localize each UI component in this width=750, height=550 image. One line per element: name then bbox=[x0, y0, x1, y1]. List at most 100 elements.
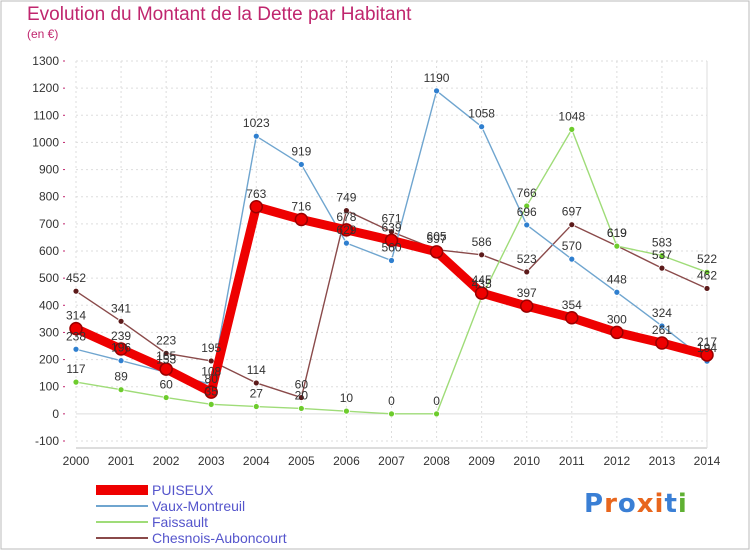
data-point bbox=[523, 221, 531, 229]
data-label: 397 bbox=[517, 286, 537, 300]
data-point bbox=[72, 287, 80, 295]
data-point bbox=[658, 322, 666, 330]
x-tick-label: 2004 bbox=[243, 454, 270, 468]
data-point bbox=[72, 345, 80, 353]
logo-letter: t bbox=[664, 489, 678, 519]
legend-item: Chesnois-Auboncourt bbox=[96, 530, 287, 546]
y-tick-label: 1200 bbox=[32, 81, 59, 95]
data-point bbox=[339, 223, 354, 237]
legend-item: PUISEUX bbox=[96, 482, 287, 498]
data-label: 671 bbox=[381, 212, 401, 226]
data-label: 223 bbox=[156, 333, 176, 347]
y-tick-label: 400 bbox=[39, 298, 59, 312]
data-label: 196 bbox=[111, 341, 131, 355]
y-tick-label: 0 bbox=[52, 407, 59, 421]
x-tick-label: 2006 bbox=[333, 454, 360, 468]
data-label: 597 bbox=[427, 232, 447, 246]
data-label: 0 bbox=[433, 394, 440, 408]
legend-label: Faissault bbox=[152, 514, 209, 530]
chart-unit-label: (en €) bbox=[27, 27, 59, 41]
data-label: 523 bbox=[517, 252, 537, 266]
data-label: 1023 bbox=[243, 116, 270, 130]
x-tick-label: 2013 bbox=[649, 454, 676, 468]
data-point bbox=[117, 357, 125, 365]
data-point bbox=[294, 212, 309, 227]
y-tick-label: 700 bbox=[39, 217, 59, 231]
data-point bbox=[388, 257, 395, 264]
y-tick-label: 300 bbox=[39, 325, 59, 339]
data-label: 238 bbox=[66, 329, 86, 343]
data-point bbox=[343, 407, 350, 415]
data-point bbox=[343, 239, 350, 247]
data-label: 114 bbox=[247, 363, 266, 377]
logo-letter: o bbox=[617, 489, 637, 519]
y-tick-label: -100 bbox=[35, 434, 59, 448]
data-label: 89 bbox=[114, 370, 128, 384]
y-tick-label: 500 bbox=[39, 271, 59, 285]
data-label: 60 bbox=[159, 378, 173, 392]
data-label: 324 bbox=[652, 306, 672, 320]
data-label: 239 bbox=[111, 329, 131, 343]
legend-item: Vaux-Montreuil bbox=[96, 498, 287, 514]
data-label: 522 bbox=[697, 252, 717, 266]
data-point bbox=[297, 394, 305, 401]
data-label: 0 bbox=[388, 394, 395, 408]
y-tick-label: 1000 bbox=[32, 135, 59, 149]
data-label: 117 bbox=[66, 362, 85, 376]
data-label: 1058 bbox=[468, 107, 495, 121]
data-point bbox=[117, 317, 125, 325]
x-tick-label: 2010 bbox=[513, 454, 540, 468]
x-tick-label: 2011 bbox=[559, 454, 585, 468]
data-label: 195 bbox=[201, 341, 221, 355]
data-label: 10 bbox=[340, 391, 354, 405]
data-label: 20 bbox=[295, 388, 309, 402]
data-point bbox=[703, 285, 711, 292]
data-point bbox=[252, 403, 260, 410]
logo-letter: x bbox=[636, 489, 655, 519]
y-tick-label: 600 bbox=[39, 244, 59, 258]
data-point bbox=[523, 268, 531, 276]
x-tick-label: 2009 bbox=[468, 454, 495, 468]
data-label: 452 bbox=[66, 271, 86, 285]
data-point bbox=[297, 405, 305, 412]
data-label: 35 bbox=[205, 384, 219, 398]
legend-swatch bbox=[96, 521, 148, 523]
proxiti-logo: Proxiti bbox=[584, 489, 688, 519]
data-label: 537 bbox=[652, 248, 672, 262]
x-tick-label: 2003 bbox=[198, 454, 225, 468]
data-point bbox=[429, 245, 444, 259]
data-label: 341 bbox=[111, 301, 131, 315]
y-tick-label: 200 bbox=[39, 353, 59, 367]
data-point bbox=[658, 252, 666, 260]
logo-letter: r bbox=[604, 489, 618, 519]
data-label: 605 bbox=[427, 230, 447, 244]
data-label: 217 bbox=[697, 335, 717, 349]
logo-letter: i bbox=[654, 489, 665, 519]
data-point bbox=[343, 207, 350, 214]
legend-item: Faissault bbox=[96, 514, 287, 530]
x-tick-label: 2000 bbox=[63, 454, 90, 468]
data-point bbox=[252, 132, 260, 140]
data-point bbox=[568, 255, 576, 263]
data-point bbox=[204, 385, 218, 399]
data-label: 639 bbox=[381, 220, 401, 234]
x-tick-label: 2001 bbox=[108, 454, 135, 468]
data-point bbox=[433, 87, 440, 95]
data-point bbox=[207, 400, 215, 408]
y-tick-label: 800 bbox=[39, 190, 59, 204]
data-label: 763 bbox=[246, 187, 266, 201]
data-point bbox=[478, 251, 486, 259]
data-label: 619 bbox=[607, 226, 627, 240]
data-label: 261 bbox=[652, 323, 672, 337]
data-label: 619 bbox=[607, 226, 627, 240]
data-label: 570 bbox=[562, 239, 582, 253]
data-point bbox=[700, 348, 714, 362]
data-label: 448 bbox=[607, 272, 627, 286]
y-tick-label: 900 bbox=[39, 163, 59, 177]
logo-letter: P bbox=[584, 489, 605, 519]
data-point bbox=[162, 394, 170, 401]
data-label: 108 bbox=[201, 365, 221, 379]
data-point bbox=[613, 242, 621, 250]
y-tick-label: 100 bbox=[39, 380, 59, 394]
data-point bbox=[658, 264, 666, 272]
